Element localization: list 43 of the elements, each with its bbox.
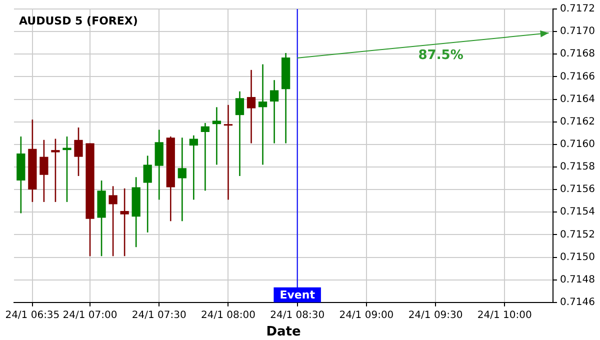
candlestick bbox=[178, 136, 186, 222]
candlestick bbox=[120, 188, 129, 257]
candlestick bbox=[270, 79, 279, 144]
x-axis-title: Date bbox=[266, 324, 301, 340]
y-tick-label: 0.7150 bbox=[560, 252, 596, 263]
candlestick bbox=[154, 129, 164, 200]
candlestick bbox=[235, 90, 244, 177]
annotation: 87.5% bbox=[418, 48, 464, 64]
x-tick-label: 24/1 07:30 bbox=[132, 310, 186, 321]
y-tick-label: 0.7156 bbox=[560, 184, 596, 196]
x-tick-label: 24/1 09:30 bbox=[408, 310, 463, 321]
candlestick bbox=[143, 155, 152, 234]
candlestick bbox=[224, 104, 233, 200]
candlestick bbox=[246, 69, 256, 144]
y-tick-label: 0.7172 bbox=[560, 4, 596, 15]
x-tick-label: 24/1 10:00 bbox=[477, 310, 532, 321]
ref-line-label: Event bbox=[280, 288, 315, 302]
y-tick-label: 0.7152 bbox=[560, 229, 596, 240]
candlestick bbox=[74, 126, 83, 177]
y-tick-label: 0.7170 bbox=[560, 26, 596, 38]
candlestick bbox=[212, 106, 222, 166]
x-tick-label: 24/1 06:35 bbox=[5, 310, 60, 321]
y-tick-label: 0.7154 bbox=[560, 206, 596, 218]
y-tick-label: 0.7148 bbox=[560, 274, 596, 286]
candlestick bbox=[62, 136, 72, 203]
candlestick bbox=[108, 186, 118, 257]
x-tick-label: 24/1 07:00 bbox=[62, 310, 118, 321]
x-tick-label: 24/1 08:00 bbox=[200, 310, 256, 321]
candlestick bbox=[189, 134, 198, 200]
y-tick-label: 0.7164 bbox=[560, 94, 596, 105]
y-tick-label: 0.7168 bbox=[560, 48, 596, 60]
candlestick bbox=[258, 64, 268, 166]
y-tick-label: 0.7146 bbox=[560, 296, 596, 308]
candlestick bbox=[51, 138, 60, 203]
x-tick-label: 24/1 08:30 bbox=[270, 310, 325, 321]
y-tick-label: 0.7162 bbox=[560, 116, 596, 128]
y-tick-label: 0.7158 bbox=[560, 162, 596, 173]
y-tick-label: 0.7166 bbox=[560, 71, 596, 82]
candlestick bbox=[200, 122, 210, 192]
candlestick bbox=[40, 139, 48, 203]
x-tick-label: 24/1 09:00 bbox=[339, 310, 394, 321]
text: AUDUSD 5 (FOREX) bbox=[19, 14, 138, 28]
y-tick-label: 0.7160 bbox=[560, 139, 596, 150]
